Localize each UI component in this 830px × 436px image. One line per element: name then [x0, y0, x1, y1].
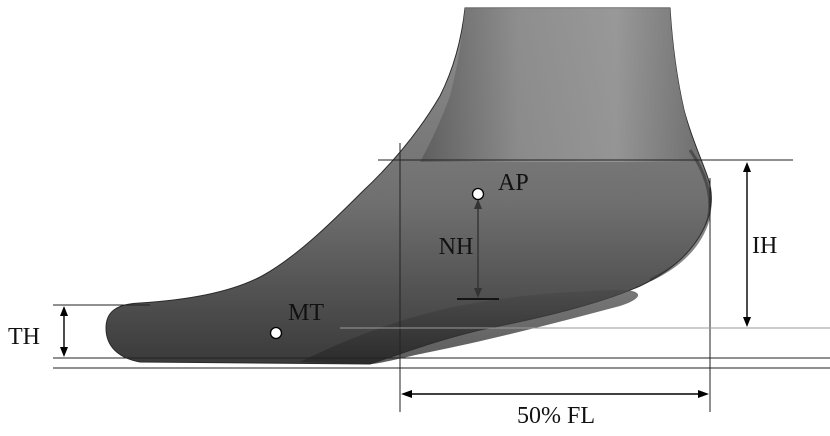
ap-label: AP [498, 170, 529, 196]
ih-arrowhead-bottom [743, 317, 751, 327]
fl-label: 50% FL [517, 403, 595, 429]
th-arrowhead-top [60, 306, 68, 316]
leg-shading [420, 8, 700, 162]
heel-edge [649, 149, 712, 282]
mt-marker [269, 326, 283, 340]
fl-arrowhead-right [698, 390, 709, 398]
th-arrowhead-bottom [60, 347, 68, 357]
mt-label: MT [288, 300, 324, 326]
nh-label: NH [439, 234, 474, 260]
ap-marker [471, 187, 485, 201]
ih-label: IH [752, 233, 777, 259]
fl-arrowhead-left [401, 390, 412, 398]
sole-shadow [300, 289, 639, 364]
ih-arrowhead-top [743, 162, 751, 172]
nh-arrowhead-bottom [474, 288, 482, 298]
th-label: TH [8, 324, 40, 350]
nh-arrowhead-top [474, 199, 482, 209]
